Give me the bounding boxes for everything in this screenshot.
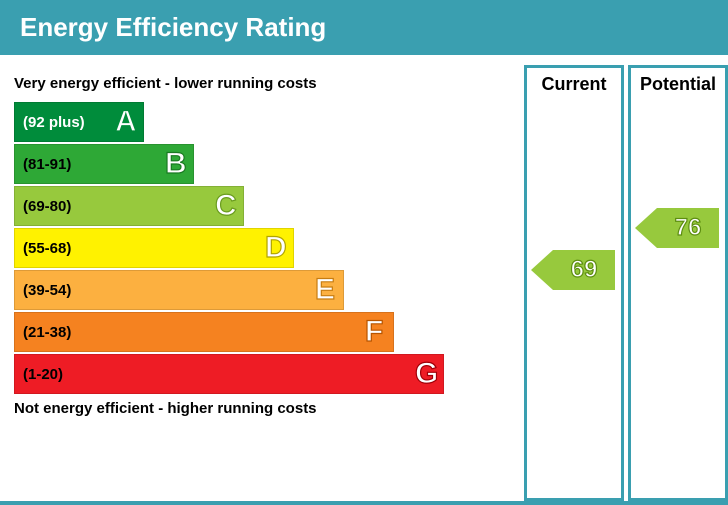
bottom-label: Not energy efficient - higher running co… bbox=[14, 400, 520, 417]
band-g: (1-20) G bbox=[14, 354, 444, 394]
band-letter: A bbox=[115, 105, 137, 139]
band-f: (21-38) F bbox=[14, 312, 394, 352]
value-pointer: 76 bbox=[635, 208, 719, 248]
band-b: (81-91) B bbox=[14, 144, 194, 184]
band-letter: G bbox=[415, 357, 438, 391]
band-letter: E bbox=[315, 273, 335, 307]
column-current: Current 69 bbox=[524, 65, 624, 501]
band-range: (39-54) bbox=[23, 282, 71, 299]
band-a: (92 plus) A bbox=[14, 102, 144, 142]
band-letter: B bbox=[165, 147, 187, 181]
title-bar: Energy Efficiency Rating bbox=[0, 0, 728, 55]
column-potential: Potential 76 bbox=[628, 65, 728, 501]
band-letter: C bbox=[215, 189, 237, 223]
column-head: Potential bbox=[631, 68, 725, 100]
value-pointer: 69 bbox=[531, 250, 615, 290]
band-range: (55-68) bbox=[23, 240, 71, 257]
bands-chart: Very energy efficient - lower running co… bbox=[0, 65, 520, 501]
band-c: (69-80) C bbox=[14, 186, 244, 226]
epc-rating-chart: Energy Efficiency Rating Very energy eff… bbox=[0, 0, 728, 505]
band-range: (69-80) bbox=[23, 198, 71, 215]
main-area: Very energy efficient - lower running co… bbox=[0, 65, 728, 505]
band-range: (81-91) bbox=[23, 156, 71, 173]
band-letter: F bbox=[365, 315, 383, 349]
column-head: Current bbox=[527, 68, 621, 100]
band-range: (21-38) bbox=[23, 324, 71, 341]
band-d: (55-68) D bbox=[14, 228, 294, 268]
column-body: 76 bbox=[631, 100, 725, 498]
band-letter: D bbox=[265, 231, 287, 265]
value-box: 69 bbox=[553, 250, 615, 290]
top-label: Very energy efficient - lower running co… bbox=[14, 75, 520, 92]
band-range: (1-20) bbox=[23, 366, 63, 383]
arrow-left-icon bbox=[635, 208, 657, 248]
arrow-left-icon bbox=[531, 250, 553, 290]
band-range: (92 plus) bbox=[23, 114, 85, 131]
bands-list: (92 plus) A (81-91) B (69-80) C (55-68) D (39-54… bbox=[14, 102, 520, 394]
title-text: Energy Efficiency Rating bbox=[20, 12, 326, 42]
value-box: 76 bbox=[657, 208, 719, 248]
band-e: (39-54) E bbox=[14, 270, 344, 310]
value-columns: Current 69 Potential 76 bbox=[520, 65, 728, 501]
column-body: 69 bbox=[527, 100, 621, 498]
